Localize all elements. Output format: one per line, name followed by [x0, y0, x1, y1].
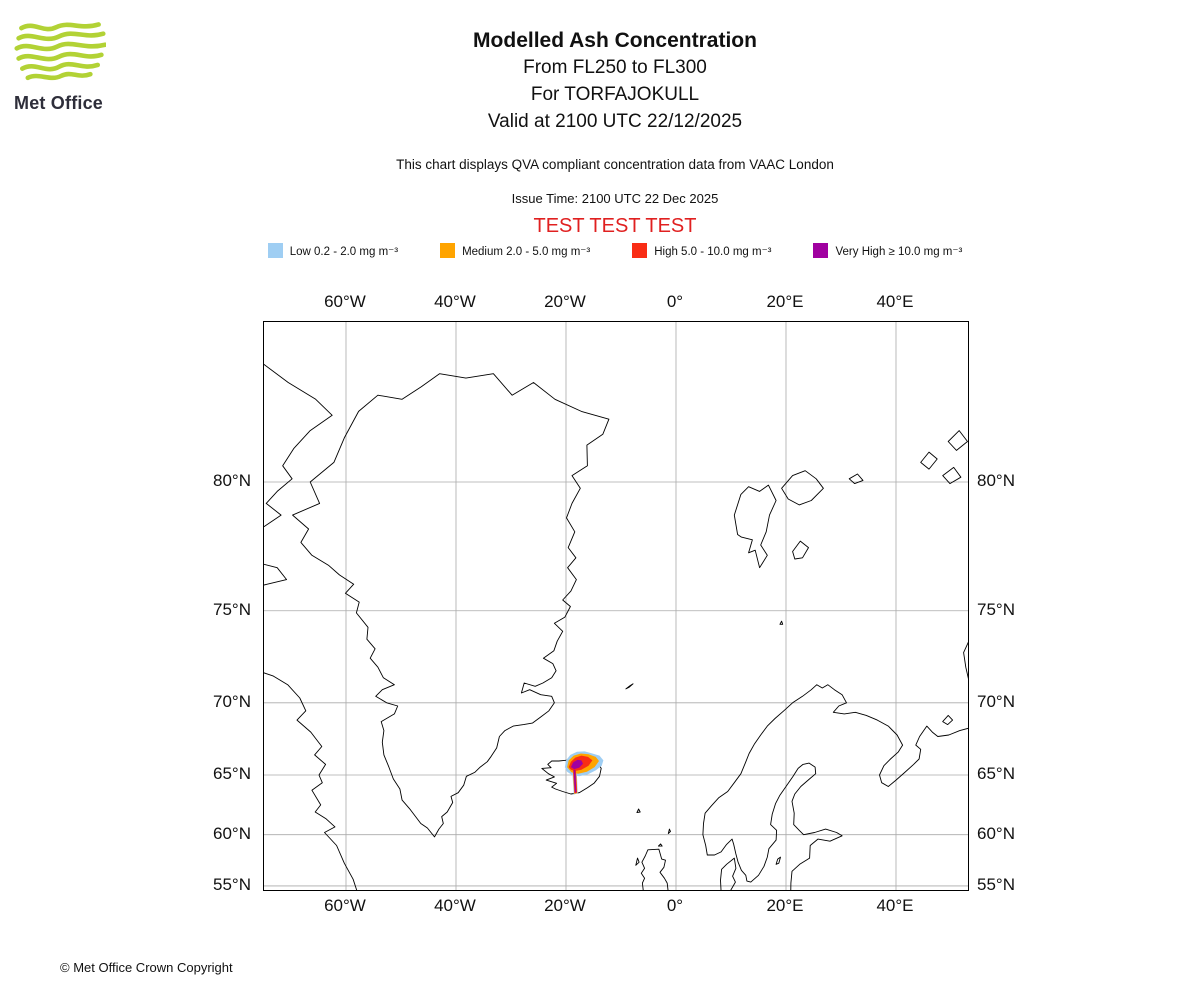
coastline-kvitoya [848, 473, 864, 485]
lon-label-top: 0° [666, 292, 684, 311]
chart-title: Modelled Ash Concentration [473, 29, 757, 52]
coastline-greenland [292, 373, 610, 838]
concentration-legend: Low 0.2 - 2.0 mg m⁻³ Medium 2.0 - 5.0 mg … [30, 243, 1200, 258]
map-frame [263, 321, 969, 891]
coastline-ellesmere [264, 363, 333, 528]
coastline-novaya-zemlya [963, 641, 968, 679]
copyright-notice: © Met Office Crown Copyright [60, 960, 233, 975]
lat-label-right: 80°N [977, 470, 1015, 490]
lat-label-right: 55°N [977, 874, 1015, 894]
met-office-logo: Met Office [14, 20, 124, 114]
lon-label-top: 20°E [766, 292, 804, 311]
flight-level-subtitle: From FL250 to FL300 [523, 57, 707, 78]
lon-label-bottom: 20°W [544, 896, 586, 915]
coastline-gotland [775, 856, 781, 865]
test-banner: TEST TEST TEST [533, 215, 697, 237]
lon-label-top: 20°W [544, 292, 586, 311]
coastline-shetland [667, 828, 671, 835]
lon-label-bottom: 40°E [876, 896, 914, 915]
lon-label-bottom: 60°W [324, 896, 366, 915]
lat-label-left: 80°N [213, 470, 251, 490]
map-canvas [264, 322, 968, 890]
ash-area-very-high [570, 759, 583, 770]
legend-label-very-high: Very High ≥ 10.0 mg m⁻³ [835, 245, 963, 258]
legend-item-very-high: Very High ≥ 10.0 mg m⁻³ [813, 243, 962, 258]
legend-swatch-high [632, 243, 648, 258]
coastline-franz-josef-1 [920, 451, 938, 470]
lon-label-bottom: 20°E [766, 896, 804, 915]
title-block: Modelled Ash Concentration From FL250 to… [30, 28, 1200, 135]
coastline-devon-island [264, 563, 288, 586]
lon-label-top: 40°E [876, 292, 914, 311]
coastline-svalbard-spitsbergen [733, 484, 777, 569]
coastline-svalbard-edgeoya [792, 540, 809, 560]
lon-label-bottom: 0° [666, 896, 684, 915]
legend-item-low: Low 0.2 - 2.0 mg m⁻³ [267, 243, 399, 258]
coastline-kolguev [942, 714, 954, 726]
legend-swatch-very-high [813, 243, 829, 258]
legend-swatch-medium [440, 243, 456, 258]
lon-label-top: 60°W [324, 292, 366, 311]
lon-label-top: 40°W [434, 292, 476, 311]
coastline-franz-josef-3 [947, 430, 968, 451]
coastline-bear-island [779, 620, 784, 625]
lat-label-left: 60°N [213, 823, 251, 843]
map-grid [264, 322, 968, 890]
lat-label-right: 60°N [977, 823, 1015, 843]
coastline-jan-mayen [625, 683, 634, 690]
coastline-scandinavia [702, 684, 968, 890]
coastline-scotland [640, 848, 669, 890]
lat-label-right: 65°N [977, 763, 1015, 783]
coastline-hebrides [635, 857, 640, 866]
legend-label-low: Low 0.2 - 2.0 mg m⁻³ [289, 245, 399, 258]
lat-label-right: 70°N [977, 691, 1015, 711]
lon-label-bottom: 40°W [434, 896, 476, 915]
legend-swatch-low [267, 243, 283, 258]
coastline-franz-josef-2 [942, 466, 962, 485]
coastline-faroe-islands [636, 808, 641, 814]
volcano-subtitle: For TORFAJOKULL [530, 84, 700, 105]
lat-label-left: 55°N [213, 874, 251, 894]
met-office-logo-text: Met Office [14, 93, 104, 113]
legend-label-high: High 5.0 - 10.0 mg m⁻³ [654, 245, 772, 258]
legend-item-medium: Medium 2.0 - 5.0 mg m⁻³ [440, 243, 590, 258]
coastline-svalbard-nordaustlandet [781, 470, 824, 506]
met-office-waves-icon [14, 22, 108, 90]
lat-label-left: 65°N [213, 763, 251, 783]
issue-time: Issue Time: 2100 UTC 22 Dec 2025 [511, 191, 719, 206]
legend-label-medium: Medium 2.0 - 5.0 mg m⁻³ [462, 245, 591, 258]
coastlines [264, 363, 968, 890]
lat-label-right: 75°N [977, 599, 1015, 619]
coastline-denmark [720, 857, 737, 890]
coastline-baffin-labrador [264, 672, 358, 890]
legend-item-high: High 5.0 - 10.0 mg m⁻³ [632, 243, 771, 258]
ash-cloud [564, 751, 604, 795]
coastline-orkney [657, 843, 663, 847]
valid-time-subtitle: Valid at 2100 UTC 22/12/2025 [487, 111, 743, 132]
ash-area-very-high [573, 769, 577, 793]
lat-label-left: 75°N [213, 599, 251, 619]
lat-label-left: 70°N [213, 691, 251, 711]
qva-description: This chart displays QVA compliant concen… [396, 157, 834, 172]
